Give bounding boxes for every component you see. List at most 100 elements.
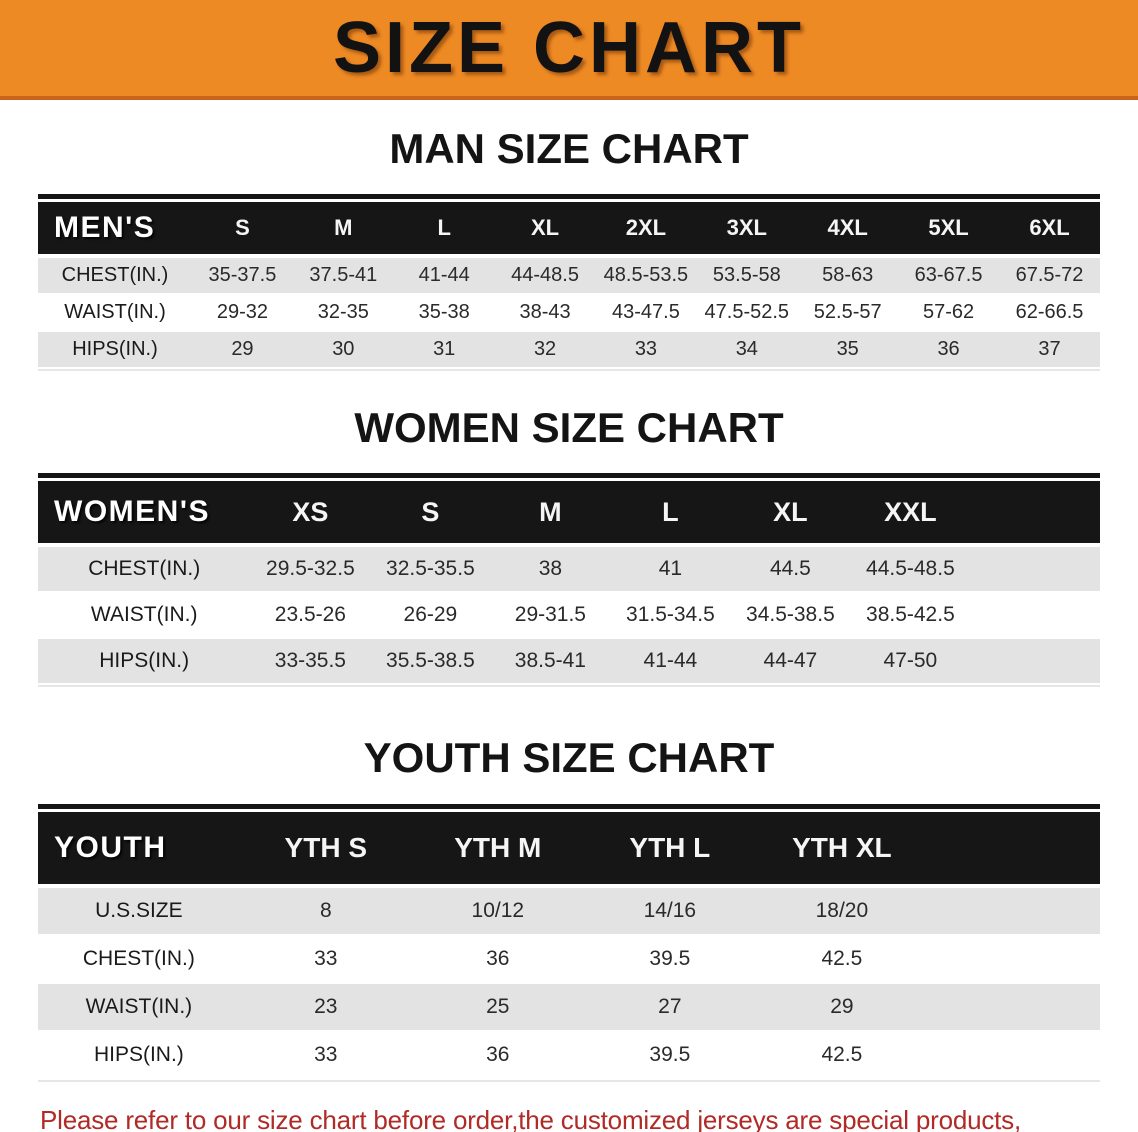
- size-column-header: M: [292, 202, 394, 259]
- size-column-header: S: [192, 202, 293, 259]
- table-row: HIPS(IN.) 33-35.5 35.5-38.5 38.5-41 41-44 44-…: [38, 638, 1100, 686]
- size-value-cell: 38-43: [494, 294, 596, 333]
- size-value-cell: 33-35.5: [250, 638, 371, 686]
- size-value-cell: 30: [292, 331, 394, 370]
- size-column-header: 2XL: [595, 202, 697, 259]
- table-header-row: WOMEN'S XS S M L XL XXL: [38, 481, 1100, 548]
- size-value-cell: 52.5-57: [797, 294, 899, 333]
- disclaimer-line-1: Please refer to our size chart before or…: [40, 1104, 1022, 1132]
- size-column-header: 5XL: [898, 202, 999, 259]
- men-section-heading: MAN SIZE CHART: [389, 125, 749, 172]
- row-label: CHEST(IN.): [38, 545, 251, 594]
- men-size-table: MEN'S S M L XL 2XL 3XL 4XL 5XL 6XL CHEST(IN.) 35-37…: [38, 202, 1100, 370]
- order-disclaimer: Please refer to our size chart before or…: [0, 1098, 1138, 1132]
- size-chart-banner: SIZE CHART: [0, 0, 1138, 100]
- size-column-header: YTH S: [239, 811, 412, 888]
- size-value-cell: 29: [192, 331, 293, 370]
- size-value-cell: 67.5-72: [999, 256, 1100, 296]
- size-value-cell: 42.5: [755, 1030, 928, 1080]
- table-row: WAIST(IN.) 29-32 32-35 35-38 38-43 43-47.5 47.…: [38, 294, 1100, 333]
- size-column-header: XL: [730, 481, 851, 548]
- table-row: U.S.SIZE 8 10/12 14/16 18/20: [38, 885, 1100, 936]
- women-size-section: WOMEN SIZE CHART WOMEN'S XS S M L XL XXL CHEST(…: [0, 404, 1138, 688]
- table-row: WAIST(IN.) 23 25 27 29: [38, 982, 1100, 1032]
- size-value-cell: 29-32: [192, 294, 293, 333]
- size-value-cell: 44.5: [730, 545, 851, 594]
- size-column-header: L: [610, 481, 731, 548]
- size-value-cell: 25: [411, 982, 584, 1032]
- row-label: HIPS(IN.): [38, 331, 192, 370]
- row-label: HIPS(IN.): [38, 638, 251, 686]
- spacer-cell: [970, 592, 1100, 640]
- size-value-cell: 36: [411, 1030, 584, 1080]
- size-value-cell: 37.5-41: [292, 256, 394, 296]
- spacer-cell: [927, 1030, 1100, 1080]
- size-column-header: 3XL: [696, 202, 798, 259]
- table-header-row: YOUTH YTH S YTH M YTH L YTH XL: [38, 811, 1100, 888]
- size-column-header: 6XL: [999, 202, 1100, 259]
- spacer-cell: [970, 545, 1100, 594]
- size-value-cell: 34.5-38.5: [730, 592, 851, 640]
- spacer-cell: [970, 638, 1100, 686]
- size-column-header: YTH XL: [755, 811, 928, 888]
- size-column-header: XL: [494, 202, 596, 259]
- size-value-cell: 53.5-58: [696, 256, 798, 296]
- size-value-cell: 14/16: [583, 885, 756, 936]
- size-value-cell: 27: [583, 982, 756, 1032]
- size-column-header: L: [393, 202, 495, 259]
- size-value-cell: 35: [797, 331, 899, 370]
- size-value-cell: 39.5: [583, 934, 756, 984]
- women-size-table-wrap: WOMEN'S XS S M L XL XXL CHEST(IN.) 29.5-32.5 32.5…: [38, 473, 1100, 688]
- table-group-label: MEN'S: [38, 202, 192, 259]
- size-value-cell: 10/12: [411, 885, 584, 936]
- size-value-cell: 26-29: [370, 592, 491, 640]
- table-row: WAIST(IN.) 23.5-26 26-29 29-31.5 31.5-34.5 34…: [38, 592, 1100, 640]
- size-value-cell: 38: [490, 545, 611, 594]
- size-value-cell: 35-38: [393, 294, 495, 333]
- size-value-cell: 42.5: [755, 934, 928, 984]
- size-value-cell: 63-67.5: [898, 256, 999, 296]
- size-value-cell: 33: [239, 934, 412, 984]
- spacer-cell: [927, 982, 1100, 1032]
- size-column-header: XXL: [850, 481, 971, 548]
- youth-size-table: YOUTH YTH S YTH M YTH L YTH XL U.S.SIZE 8 10/12…: [38, 811, 1100, 1080]
- size-value-cell: 29-31.5: [490, 592, 611, 640]
- men-size-table-wrap: MEN'S S M L XL 2XL 3XL 4XL 5XL 6XL CHEST(IN.) 35-37…: [38, 194, 1100, 372]
- men-size-section: MAN SIZE CHART MEN'S S M L XL 2XL 3XL 4XL 5XL 6XL…: [0, 125, 1138, 372]
- row-label: WAIST(IN.): [38, 982, 240, 1032]
- size-value-cell: 29: [755, 982, 928, 1032]
- size-value-cell: 33: [595, 331, 697, 370]
- size-value-cell: 31: [393, 331, 495, 370]
- size-value-cell: 38.5-42.5: [850, 592, 971, 640]
- size-value-cell: 23.5-26: [250, 592, 371, 640]
- size-value-cell: 44.5-48.5: [850, 545, 971, 594]
- size-column-header: S: [370, 481, 491, 548]
- women-size-table: WOMEN'S XS S M L XL XXL CHEST(IN.) 29.5-32.5 32.5…: [38, 481, 1100, 686]
- youth-size-section: YOUTH SIZE CHART YOUTH YTH S YTH M YTH L YTH…: [0, 735, 1138, 1082]
- row-label: U.S.SIZE: [38, 885, 240, 936]
- size-value-cell: 35-37.5: [192, 256, 293, 296]
- size-value-cell: 32-35: [292, 294, 394, 333]
- size-column-header: YTH M: [411, 811, 584, 888]
- size-value-cell: 41-44: [610, 638, 731, 686]
- size-value-cell: 39.5: [583, 1030, 756, 1080]
- size-value-cell: 47.5-52.5: [696, 294, 798, 333]
- size-value-cell: 32.5-35.5: [370, 545, 491, 594]
- size-value-cell: 41: [610, 545, 731, 594]
- size-value-cell: 36: [411, 934, 584, 984]
- spacer-cell: [927, 885, 1100, 936]
- table-row: CHEST(IN.) 33 36 39.5 42.5: [38, 934, 1100, 984]
- row-label: WAIST(IN.): [38, 592, 251, 640]
- size-value-cell: 8: [239, 885, 412, 936]
- spacer-cell: [927, 811, 1100, 888]
- size-value-cell: 62-66.5: [999, 294, 1100, 333]
- size-value-cell: 23: [239, 982, 412, 1032]
- size-value-cell: 18/20: [755, 885, 928, 936]
- size-column-header: 4XL: [797, 202, 899, 259]
- size-value-cell: 34: [696, 331, 798, 370]
- women-section-heading: WOMEN SIZE CHART: [354, 404, 784, 452]
- size-value-cell: 33: [239, 1030, 412, 1080]
- row-label: CHEST(IN.): [38, 934, 240, 984]
- size-value-cell: 44-47: [730, 638, 851, 686]
- page-title: SIZE CHART: [333, 8, 805, 88]
